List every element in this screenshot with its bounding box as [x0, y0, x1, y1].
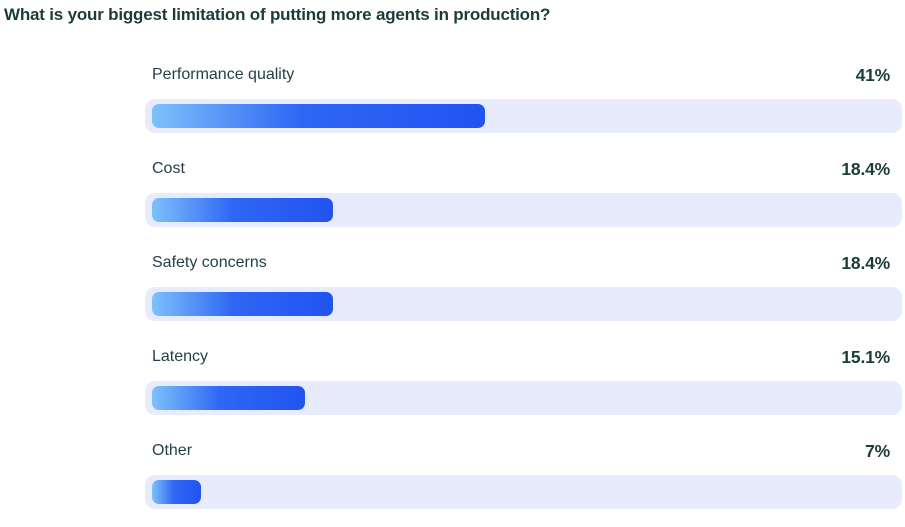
bar-track: [145, 193, 902, 227]
row-header: Performance quality 41%: [145, 57, 902, 87]
category-label: Other: [152, 442, 193, 459]
bar-fill: [152, 480, 201, 504]
bar-fill: [152, 386, 305, 410]
bar-row-safety-concerns: Safety concerns 18.4%: [145, 245, 902, 321]
bar-track: [145, 381, 902, 415]
category-label: Performance quality: [152, 66, 295, 83]
value-label: 18.4%: [841, 253, 890, 273]
value-label: 7%: [865, 441, 890, 461]
bar-fill: [152, 292, 333, 316]
bar-row-other: Other 7%: [145, 433, 902, 509]
category-label: Safety concerns: [152, 254, 267, 271]
bar-row-latency: Latency 15.1%: [145, 339, 902, 415]
category-label: Cost: [152, 160, 185, 177]
category-label: Latency: [152, 348, 209, 365]
chart-title: What is your biggest limitation of putti…: [4, 5, 551, 24]
bar-track: [145, 287, 902, 321]
value-label: 15.1%: [841, 347, 890, 367]
row-header: Other 7%: [145, 433, 902, 463]
bar-chart: Performance quality 41% Cost 18.4% Safet…: [145, 57, 902, 527]
bar-track: [145, 99, 902, 133]
value-label: 18.4%: [841, 159, 890, 179]
value-label: 41%: [855, 65, 891, 85]
bar-fill: [152, 198, 333, 222]
bar-row-cost: Cost 18.4%: [145, 151, 902, 227]
row-header: Safety concerns 18.4%: [145, 245, 902, 275]
bar-fill: [152, 104, 485, 128]
bar-row-performance-quality: Performance quality 41%: [145, 57, 902, 133]
row-header: Latency 15.1%: [145, 339, 902, 369]
row-header: Cost 18.4%: [145, 151, 902, 181]
bar-track: [145, 475, 902, 509]
